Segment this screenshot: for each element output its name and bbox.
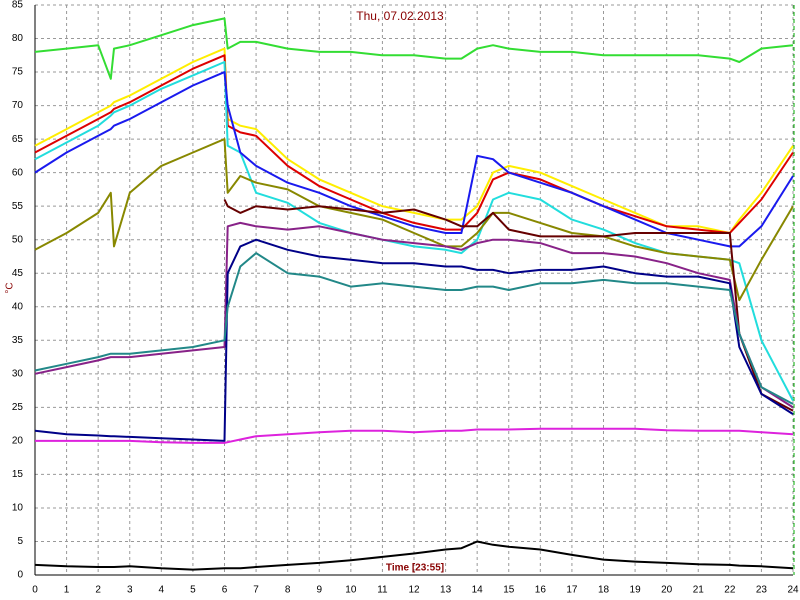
y-tick-label: 0 <box>17 570 23 581</box>
x-tick-label: 14 <box>472 585 484 596</box>
x-tick-label: 13 <box>440 585 452 596</box>
x-tick-label: 4 <box>159 585 165 596</box>
series-line <box>34 138 794 302</box>
x-tick-label: 0 <box>32 585 38 596</box>
y-axis-label: °C <box>5 282 16 293</box>
x-tick-label: 19 <box>630 585 642 596</box>
series-line <box>34 238 794 442</box>
y-tick-label: 5 <box>17 536 23 547</box>
x-tick-label: 1 <box>64 585 70 596</box>
x-tick-label: 2 <box>95 585 101 596</box>
x-tick-label: 23 <box>756 585 768 596</box>
y-tick-label: 15 <box>12 469 24 480</box>
x-tick-label: 16 <box>535 585 547 596</box>
x-tick-label: 6 <box>222 585 228 596</box>
series-line <box>223 199 794 412</box>
x-tick-label: 7 <box>253 585 259 596</box>
x-tick-label: 8 <box>285 585 291 596</box>
x-tick-label: 18 <box>598 585 610 596</box>
x-tick-label: 12 <box>408 585 420 596</box>
x-tick-label: 5 <box>190 585 196 596</box>
x-tick-label: 24 <box>787 585 799 596</box>
y-tick-label: 20 <box>12 436 24 447</box>
y-tick-label: 55 <box>12 201 24 212</box>
series-line <box>34 71 794 248</box>
x-tick-label: 9 <box>316 585 322 596</box>
x-tick-label: 21 <box>693 585 705 596</box>
x-tick-label: 22 <box>724 585 736 596</box>
chart-title: Thu, 07.02.2013 <box>356 9 444 23</box>
y-tick-label: 35 <box>12 335 24 346</box>
y-tick-label: 85 <box>12 0 24 11</box>
y-tick-label: 75 <box>12 67 24 78</box>
y-tick-label: 30 <box>12 368 24 379</box>
y-tick-label: 65 <box>12 134 24 145</box>
series-line <box>34 540 794 571</box>
y-tick-label: 40 <box>12 301 24 312</box>
y-tick-label: 60 <box>12 167 24 178</box>
series-line <box>34 252 794 405</box>
x-tick-label: 17 <box>566 585 578 596</box>
series-line <box>34 17 794 80</box>
y-tick-label: 25 <box>12 402 24 413</box>
series-line <box>35 427 794 444</box>
x-tick-label: 15 <box>503 585 515 596</box>
x-tick-label: 11 <box>377 585 388 596</box>
y-tick-label: 80 <box>12 33 24 44</box>
y-tick-label: 10 <box>12 503 24 514</box>
series-line <box>34 54 794 234</box>
x-tick-label: 10 <box>345 585 357 596</box>
y-tick-label: 70 <box>12 100 24 111</box>
y-tick-label: 50 <box>12 234 24 245</box>
series-line <box>34 221 794 409</box>
x-tick-label: 20 <box>661 585 673 596</box>
x-axis-label: Time [23:55] <box>386 563 444 574</box>
x-tick-label: 3 <box>127 585 133 596</box>
y-tick-label: 45 <box>12 268 24 279</box>
